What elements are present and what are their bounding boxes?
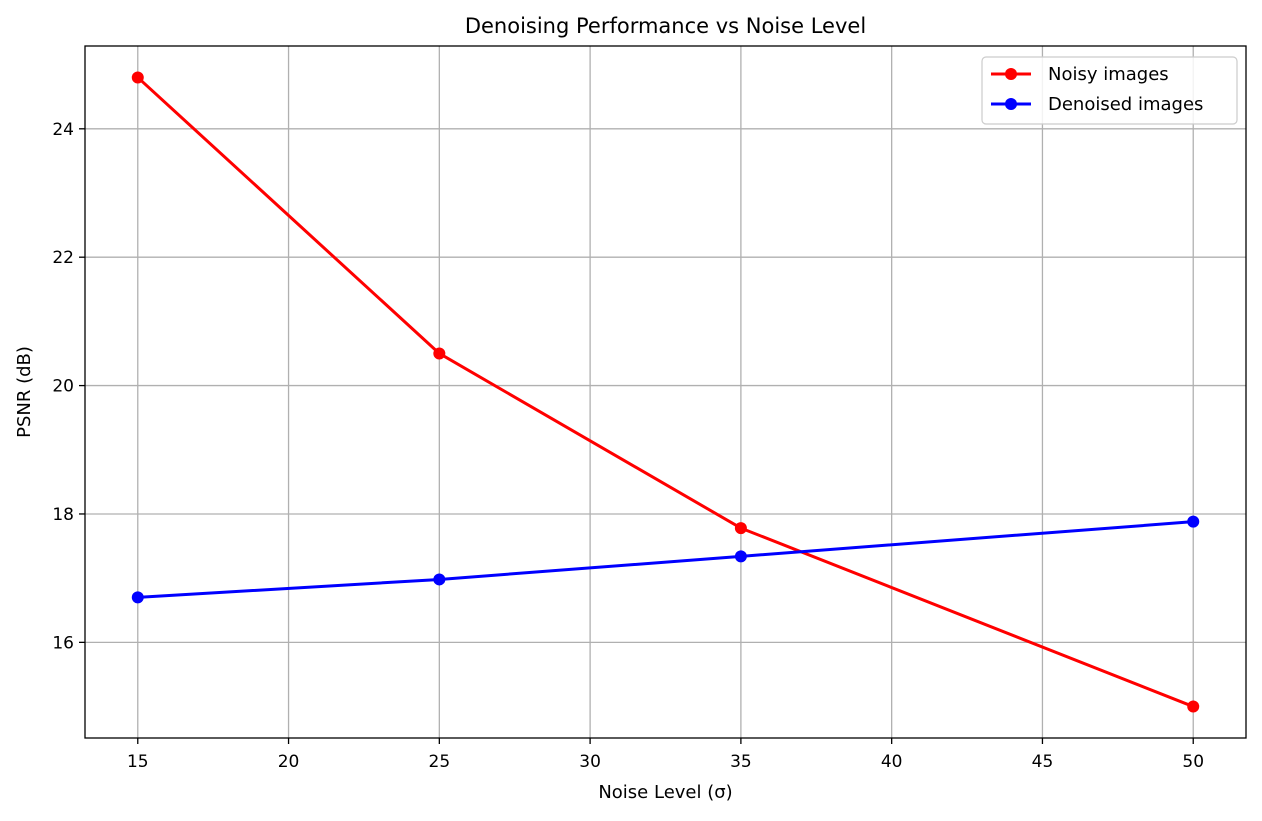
- x-tick-label: 20: [278, 752, 300, 772]
- data-point-noisy-images: [131, 71, 144, 84]
- x-tick-label: 15: [127, 752, 149, 772]
- x-tick-label: 35: [730, 752, 752, 772]
- series-line-denoised-images: [137, 520, 1194, 599]
- y-axis-label: PSNR (dB): [14, 346, 35, 438]
- series-line-noisy-images: [136, 76, 1194, 708]
- data-point-denoised-images: [734, 550, 747, 563]
- series-layer: [131, 71, 1200, 713]
- data-point-noisy-images: [734, 522, 747, 535]
- axis-ticks: 15 20 25 30 35 40 45 50 16 18 20 22 24: [52, 120, 1204, 772]
- y-tick-label: 24: [52, 120, 74, 140]
- legend: Noisy images Denoised images: [981, 56, 1238, 125]
- data-point-denoised-images: [433, 573, 446, 586]
- x-tick-label: 45: [1032, 752, 1054, 772]
- x-tick-label: 50: [1182, 752, 1204, 772]
- x-tick-label: 40: [881, 752, 903, 772]
- legend-label-noisy-images: Noisy images: [1048, 64, 1169, 85]
- x-axis-label: Noise Level (σ): [598, 782, 732, 803]
- legend-marker-noisy-images: [1005, 68, 1017, 80]
- data-point-noisy-images: [433, 347, 446, 360]
- y-tick-label: 20: [52, 377, 74, 397]
- plot-frame: [84, 45, 1247, 739]
- legend-marker-denoised-images: [1005, 98, 1017, 110]
- y-tick-label: 22: [52, 248, 74, 268]
- data-point-denoised-images: [1187, 515, 1200, 528]
- chart-title: Denoising Performance vs Noise Level: [465, 14, 866, 38]
- y-tick-label: 16: [52, 633, 74, 653]
- legend-label-denoised-images: Denoised images: [1048, 94, 1203, 115]
- legend-box: [981, 56, 1238, 125]
- x-tick-label: 30: [579, 752, 601, 772]
- data-point-noisy-images: [1187, 700, 1200, 713]
- y-tick-label: 18: [52, 505, 74, 525]
- x-tick-label: 25: [429, 752, 451, 772]
- grid: [85, 46, 1246, 738]
- data-point-denoised-images: [131, 591, 144, 604]
